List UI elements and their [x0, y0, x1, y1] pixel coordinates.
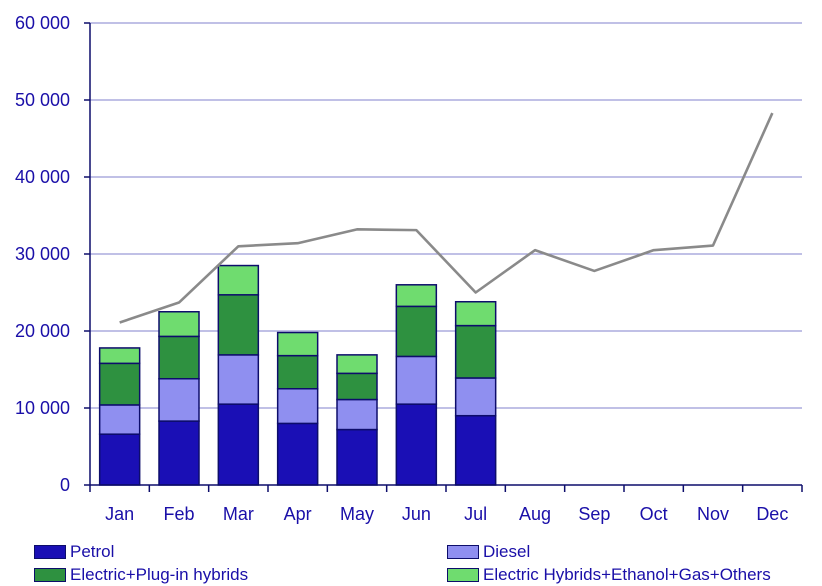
x-tick-label-jan: Jan [105, 504, 134, 524]
bars [98, 264, 497, 486]
bar-diesel-mar [217, 354, 260, 405]
bar-petrol-jan [98, 433, 141, 486]
legend-item-diesel: Diesel [447, 541, 530, 563]
y-tick-labels: 0 10 000 20 000 30 000 40 000 50 000 60 000 [15, 13, 70, 495]
bar-electric-plug-in-hybrids-may [336, 372, 378, 401]
bar-electric-hybrids-ethanol-gas-others-jan [98, 347, 141, 365]
y-tick-label: 50 000 [15, 90, 70, 110]
legend-swatch-diesel [447, 545, 479, 559]
legend: Petrol Diesel Electric+Plug-in hybrids E… [0, 538, 822, 586]
bar-electric-plug-in-hybrids-apr [276, 354, 319, 390]
bar-electric-hybrids-ethanol-gas-others-apr [276, 331, 319, 357]
bar-diesel-apr [276, 388, 319, 425]
y-tick-label: 10 000 [15, 398, 70, 418]
legend-swatch-petrol [34, 545, 66, 559]
legend-swatch-electric-hybrids-others [447, 568, 479, 582]
bar-electric-plug-in-hybrids-mar [217, 294, 260, 356]
x-tick-label-may: May [340, 504, 374, 524]
x-tick-labels: Jan Feb Mar Apr May Jun Jul Aug Sep Oct Nov Dec [105, 504, 788, 524]
total-line-path [119, 112, 774, 324]
chart: 0 10 000 20 000 30 000 40 000 50 000 60 000 Ja… [15, 13, 803, 524]
bar-electric-hybrids-ethanol-gas-others-jun [395, 284, 438, 308]
legend-label-electric-hybrids-others: Electric Hybrids+Ethanol+Gas+Others [483, 565, 771, 584]
bar-electric-hybrids-ethanol-gas-others-feb [158, 311, 200, 338]
bar-diesel-jun [395, 355, 438, 405]
bar-diesel-jan [98, 404, 141, 435]
bar-petrol-mar [217, 403, 260, 486]
x-tick-label-aug: Aug [519, 504, 551, 524]
x-tick-label-feb: Feb [163, 504, 194, 524]
x-tick-label-oct: Oct [640, 504, 668, 524]
legend-label-electric-plugin: Electric+Plug-in hybrids [70, 565, 249, 584]
y-tick-label: 40 000 [15, 167, 70, 187]
x-tick-label-mar: Mar [223, 504, 254, 524]
y-tick-label: 60 000 [15, 13, 70, 33]
bar-electric-hybrids-ethanol-gas-others-may [336, 354, 378, 375]
bar-petrol-may [336, 428, 378, 486]
legend-label-diesel: Diesel [483, 542, 531, 561]
y-tick-label: 0 [60, 475, 70, 495]
x-tick-label-jul: Jul [464, 504, 487, 524]
bar-petrol-feb [158, 420, 200, 486]
y-tick-label: 20 000 [15, 321, 70, 341]
x-tick-label-dec: Dec [756, 504, 788, 524]
x-tick-label-jun: Jun [402, 504, 431, 524]
bar-electric-plug-in-hybrids-feb [158, 335, 200, 380]
bar-diesel-feb [158, 377, 200, 422]
gridlines [90, 22, 802, 409]
axes [84, 22, 803, 492]
bar-petrol-jul [454, 414, 497, 486]
bar-diesel-jul [454, 377, 497, 417]
bar-electric-hybrids-ethanol-gas-others-jul [454, 300, 497, 327]
legend-item-petrol: Petrol [34, 541, 114, 563]
total-line [119, 112, 774, 324]
x-tick-label-sep: Sep [578, 504, 610, 524]
y-tick-label: 30 000 [15, 244, 70, 264]
x-tick-label-nov: Nov [697, 504, 729, 524]
legend-swatch-electric-plugin [34, 568, 66, 582]
bar-electric-plug-in-hybrids-jul [454, 324, 497, 379]
legend-item-electric-plugin: Electric+Plug-in hybrids [34, 564, 248, 586]
bar-electric-plug-in-hybrids-jun [395, 305, 438, 358]
bar-petrol-jun [395, 403, 438, 486]
x-tick-label-apr: Apr [284, 504, 312, 524]
bar-electric-hybrids-ethanol-gas-others-mar [217, 264, 260, 296]
bar-diesel-may [336, 398, 378, 431]
bar-electric-plug-in-hybrids-jan [98, 362, 141, 406]
bar-petrol-apr [276, 422, 319, 486]
legend-item-electric-hybrids-others: Electric Hybrids+Ethanol+Gas+Others [447, 564, 771, 586]
legend-label-petrol: Petrol [70, 542, 115, 561]
